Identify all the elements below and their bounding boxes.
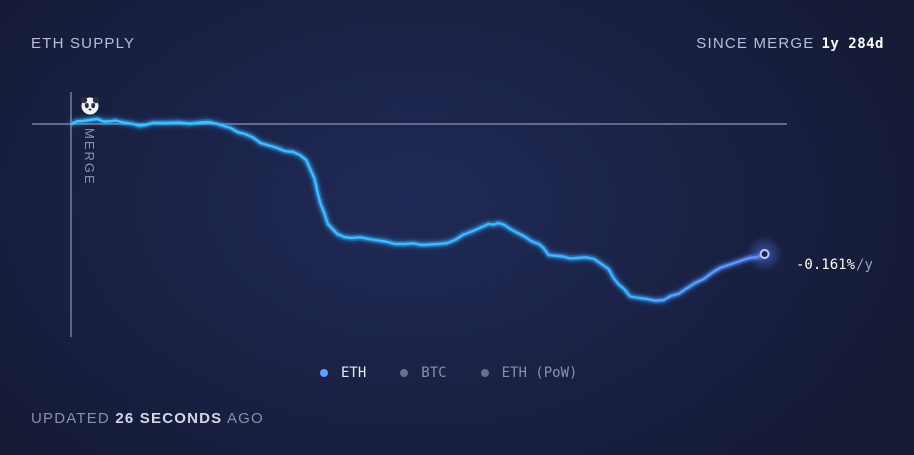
panda-icon <box>80 96 100 115</box>
updated-prefix: UPDATED <box>31 410 110 427</box>
legend-dot-icon <box>320 369 328 377</box>
since-merge-label: SINCE MERGE <box>696 35 815 52</box>
legend-item-eth-pow[interactable]: ETH (PoW) <box>480 365 578 381</box>
series-line-glow <box>69 116 766 304</box>
chart-title: ETH SUPPLY <box>31 35 136 52</box>
current-point-marker[interactable] <box>759 249 770 259</box>
current-rate-value: -0.161% <box>796 257 856 273</box>
since-merge: SINCE MERGE 1y 284d <box>696 35 884 52</box>
updated-value: 26 SECONDS <box>115 410 223 427</box>
legend-item-btc[interactable]: BTC <box>400 365 447 381</box>
merge-label: MERGE <box>82 128 97 186</box>
legend-label: ETH <box>341 365 367 381</box>
updated-suffix: AGO <box>226 410 264 427</box>
current-rate-unit: /y <box>856 257 873 273</box>
current-rate: -0.161%/y <box>796 257 873 273</box>
legend-label: BTC <box>421 365 447 381</box>
legend-dot-icon <box>400 369 409 377</box>
chart-legend: ETH BTC ETH (PoW) <box>320 365 611 381</box>
legend-dot-icon <box>480 369 489 377</box>
series-line-eth <box>70 117 766 302</box>
since-merge-value: 1y 284d <box>821 36 884 52</box>
updated-status: UPDATED 26 SECONDS AGO <box>31 410 264 427</box>
legend-item-eth[interactable]: ETH <box>320 365 366 381</box>
legend-label: ETH (PoW) <box>501 365 578 381</box>
